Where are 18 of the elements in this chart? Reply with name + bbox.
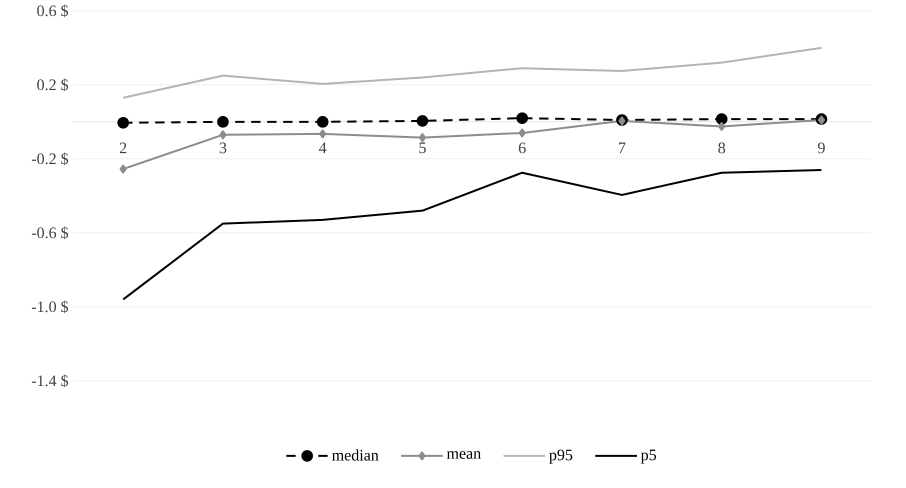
x-tick-label: 8	[718, 142, 726, 154]
x-tick-label: 5	[419, 142, 426, 154]
x-tick-label: 3	[220, 142, 226, 154]
legend-label: median	[332, 450, 379, 461]
legend-label: mean	[446, 451, 481, 459]
x-tick-label: 9	[818, 142, 825, 154]
legend-label: p5	[640, 450, 656, 464]
y-tick-label: 0.6 $	[37, 4, 68, 18]
y-tick-label: 0.2 $	[37, 78, 68, 92]
x-tick-label: 4	[319, 142, 326, 154]
x-tick-label: 2	[120, 142, 126, 154]
y-tick-label: -0.6 $	[32, 226, 68, 240]
y-tick-label: -1.4 $	[32, 374, 68, 388]
x-tick-label: 7	[618, 142, 626, 154]
x-tick-label: 6	[518, 142, 526, 154]
y-tick-label: -0.2 $	[32, 152, 68, 166]
y-tick-label: -1.0 $	[32, 300, 68, 314]
legend-label: p95	[549, 450, 572, 464]
